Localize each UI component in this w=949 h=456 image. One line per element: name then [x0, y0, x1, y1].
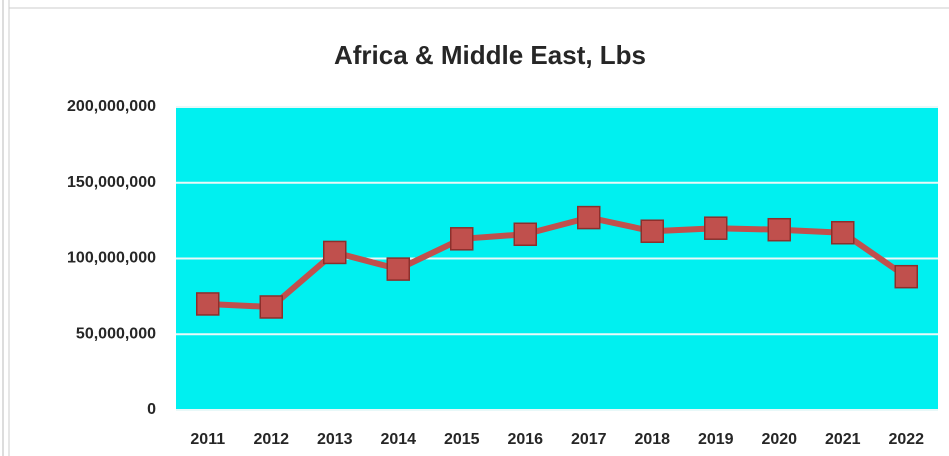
x-tick-label: 2012 [253, 431, 289, 448]
x-tick-label: 2013 [317, 431, 353, 448]
y-tick-label: 100,000,000 [67, 250, 156, 267]
y-tick-label: 50,000,000 [76, 325, 156, 342]
marker [386, 257, 410, 281]
y-tick-label: 200,000,000 [67, 98, 156, 115]
marker [894, 264, 918, 289]
marker [196, 292, 220, 316]
marker [513, 222, 537, 247]
x-tick-label: 2020 [761, 431, 797, 448]
marker [640, 219, 664, 243]
marker [831, 220, 855, 245]
x-tick-label: 2017 [571, 431, 607, 448]
marker [450, 227, 474, 251]
marker [767, 217, 791, 242]
x-tick-label: 2015 [444, 431, 480, 448]
x-tick-label: 2014 [380, 431, 416, 448]
x-tick-label: 2016 [507, 431, 543, 448]
x-tick-label: 2018 [634, 431, 670, 448]
x-tick-label: 2019 [698, 431, 734, 448]
y-tick-label: 0 [147, 401, 156, 418]
marker [577, 205, 601, 230]
marker [704, 216, 728, 240]
x-tick-label: 2022 [888, 431, 924, 448]
x-tick-label: 2021 [825, 431, 861, 448]
y-tick-label: 150,000,000 [67, 174, 156, 191]
x-tick-label: 2011 [190, 431, 225, 448]
marker [259, 295, 283, 319]
chart-title: Africa & Middle East, Lbs [334, 40, 646, 70]
marker [323, 240, 347, 265]
